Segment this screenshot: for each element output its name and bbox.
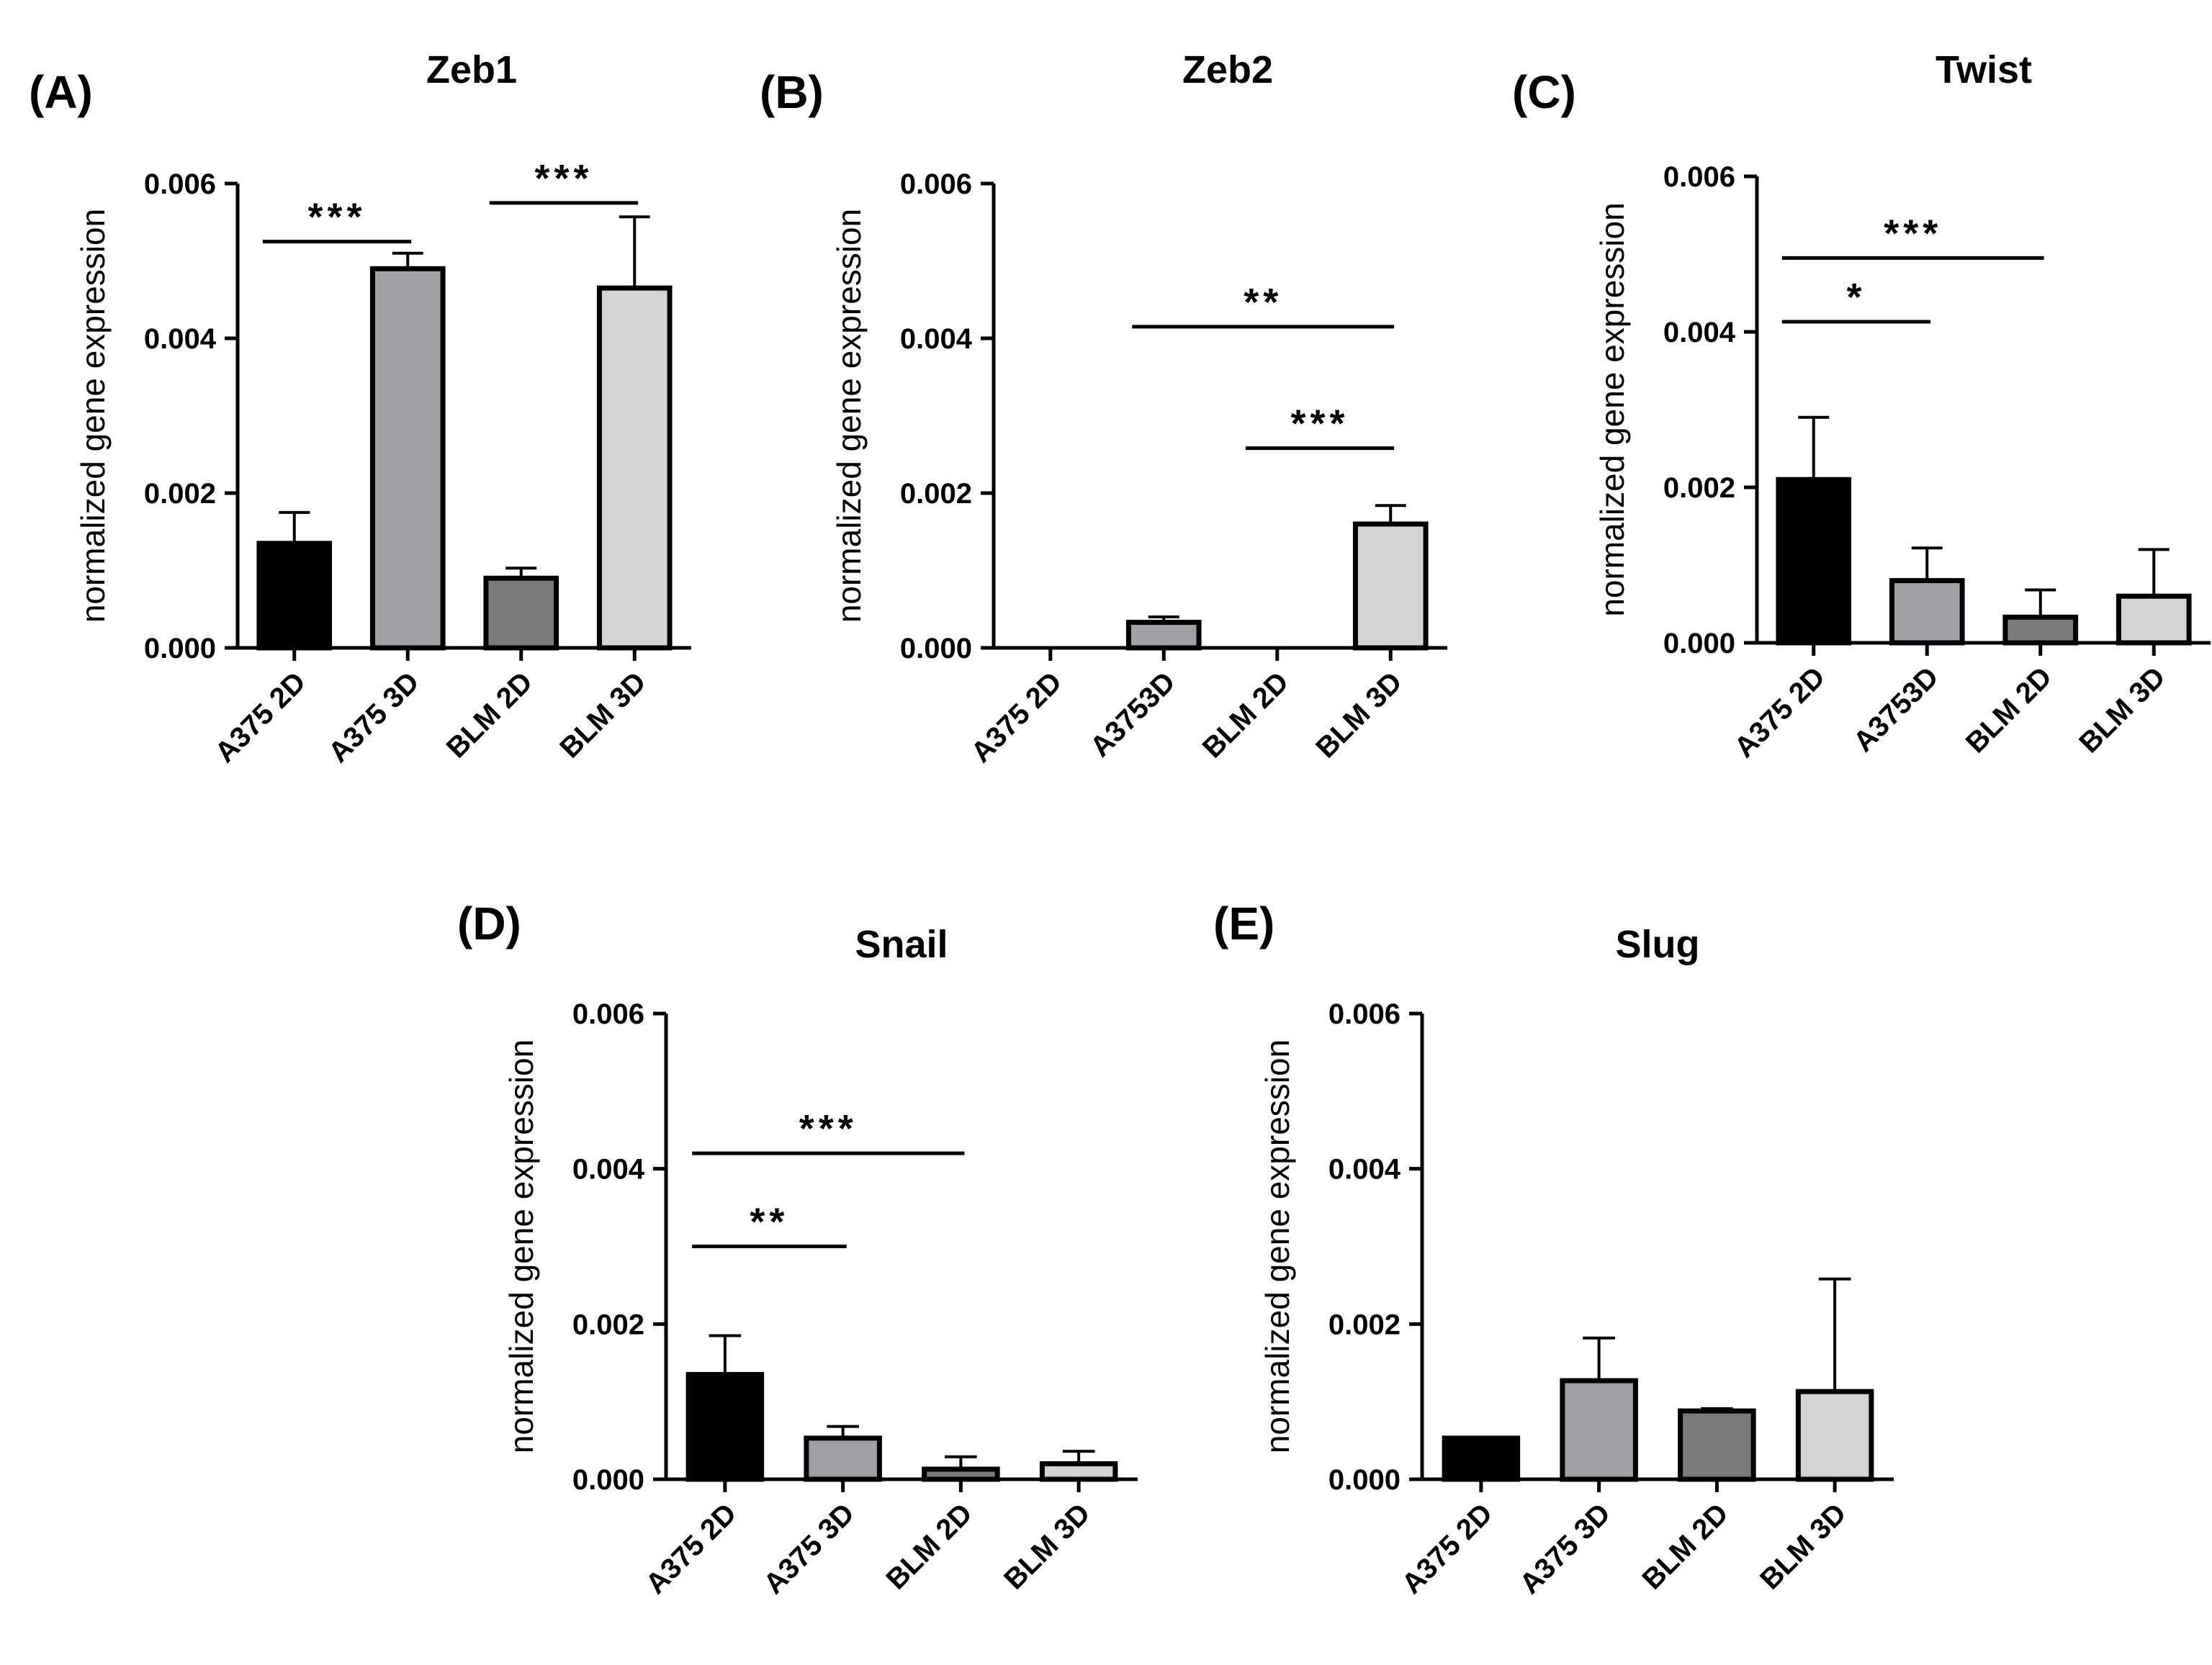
panel-c: (C) Twist normalized gene expression 0.000 0…	[1512, 48, 2211, 764]
bar	[1678, 1408, 1756, 1482]
y-tick-label: 0.006	[572, 998, 644, 1030]
y-tick-label: 0.006	[1328, 998, 1401, 1030]
bar	[256, 541, 333, 651]
x-tick-label: A375 2D	[209, 666, 312, 769]
y-axis-label: normalized gene expression	[1259, 1039, 1296, 1453]
bar	[804, 1435, 882, 1482]
panel-letter: (C)	[1512, 66, 1576, 118]
x-tick-label: A375 3D	[323, 666, 426, 769]
y-tick-label: 0.006	[900, 168, 972, 200]
bar	[1442, 1435, 1521, 1482]
y-tick-label: 0.000	[572, 1464, 644, 1496]
x-tick-label: A375 3D	[1514, 1497, 1617, 1600]
significance-label: **	[750, 1201, 788, 1244]
y-tick-label: 0.004	[572, 1154, 645, 1186]
y-axis-label: normalized gene expression	[74, 209, 112, 623]
panel-letter: (E)	[1213, 898, 1274, 949]
bar	[2002, 614, 2079, 646]
x-tick-label: BLM 2D	[1197, 666, 1295, 764]
bar	[1889, 578, 1965, 646]
y-tick-label: 0.002	[572, 1309, 644, 1340]
bar	[1039, 1461, 1118, 1482]
significance-label: *	[1846, 276, 1866, 319]
bar	[596, 285, 673, 651]
x-tick-label: A375 3D	[757, 1497, 860, 1600]
x-tick-label: BLM 3D	[2073, 661, 2171, 759]
x-tick-label: A375 2D	[1728, 661, 1831, 764]
x-tick-label: BLM 2D	[1960, 661, 2058, 759]
bar	[369, 266, 446, 651]
chart-title: Zeb1	[426, 48, 517, 91]
panel-letter: (B)	[760, 66, 824, 118]
y-axis-label: normalized gene expression	[1593, 202, 1631, 616]
bar	[685, 1371, 765, 1482]
bar	[483, 575, 559, 651]
chart-title: Slug	[1616, 923, 1700, 966]
chart-title: Twist	[1936, 48, 2032, 91]
chart-title: Zeb2	[1182, 48, 1273, 91]
panel-d: (D) Snail normalized gene expression 0.000 0…	[457, 898, 1138, 1600]
panel-a: (A) Zeb1 normalized gene expression 0.000 0.…	[29, 48, 691, 769]
panel-letter: (D)	[457, 898, 521, 949]
y-tick-label: 0.000	[1663, 628, 1735, 659]
bar	[1776, 477, 1852, 646]
x-tick-label: BLM 3D	[554, 666, 652, 764]
y-tick-label: 0.004	[1328, 1154, 1401, 1186]
panel-e: (E) Slug normalized gene expression 0.000 0.…	[1213, 898, 1894, 1600]
panel-b: (B) Zeb2 normalized gene expression 0.000 0.…	[760, 48, 1447, 769]
y-tick-label: 0.006	[1663, 161, 1735, 193]
significance-label: **	[1244, 281, 1282, 324]
x-tick-label: BLM 2D	[880, 1497, 978, 1595]
significance-label: ***	[1290, 402, 1349, 446]
x-tick-label: BLM 3D	[1754, 1497, 1852, 1595]
chart-title: Snail	[855, 923, 948, 966]
y-tick-label: 0.000	[1328, 1464, 1401, 1496]
significance-label: ***	[534, 157, 593, 200]
bar	[1795, 1389, 1874, 1482]
y-tick-label: 0.006	[144, 168, 216, 200]
y-tick-label: 0.000	[900, 633, 972, 664]
y-tick-label: 0.002	[1328, 1309, 1401, 1340]
y-tick-label: 0.004	[1663, 317, 1736, 348]
bar	[1125, 620, 1202, 651]
x-tick-label: A3753D	[1848, 661, 1945, 758]
y-tick-label: 0.002	[1663, 472, 1735, 504]
x-tick-label: BLM 3D	[998, 1497, 1096, 1595]
y-tick-label: 0.000	[144, 633, 216, 664]
x-tick-label: A375 2D	[1395, 1497, 1498, 1600]
x-tick-label: BLM 2D	[1636, 1497, 1734, 1595]
y-tick-label: 0.004	[900, 323, 973, 355]
x-tick-label: BLM 2D	[441, 666, 539, 764]
y-axis-label: normalized gene expression	[503, 1039, 540, 1453]
significance-label: ***	[307, 196, 366, 239]
panel-letter: (A)	[29, 66, 93, 118]
bar	[1560, 1378, 1638, 1482]
y-tick-label: 0.002	[144, 478, 216, 510]
significance-label: ***	[799, 1107, 858, 1150]
x-tick-label: A3753D	[1084, 666, 1182, 763]
x-tick-label: A375 2D	[965, 666, 1068, 769]
x-tick-label: A375 2D	[639, 1497, 742, 1600]
x-tick-label: BLM 3D	[1310, 666, 1408, 764]
significance-label: ***	[1884, 212, 1942, 255]
y-axis-label: normalized gene expression	[830, 209, 868, 623]
y-tick-label: 0.002	[900, 478, 972, 510]
bar	[2116, 593, 2192, 646]
y-tick-label: 0.004	[144, 323, 217, 355]
bar	[1352, 521, 1429, 651]
